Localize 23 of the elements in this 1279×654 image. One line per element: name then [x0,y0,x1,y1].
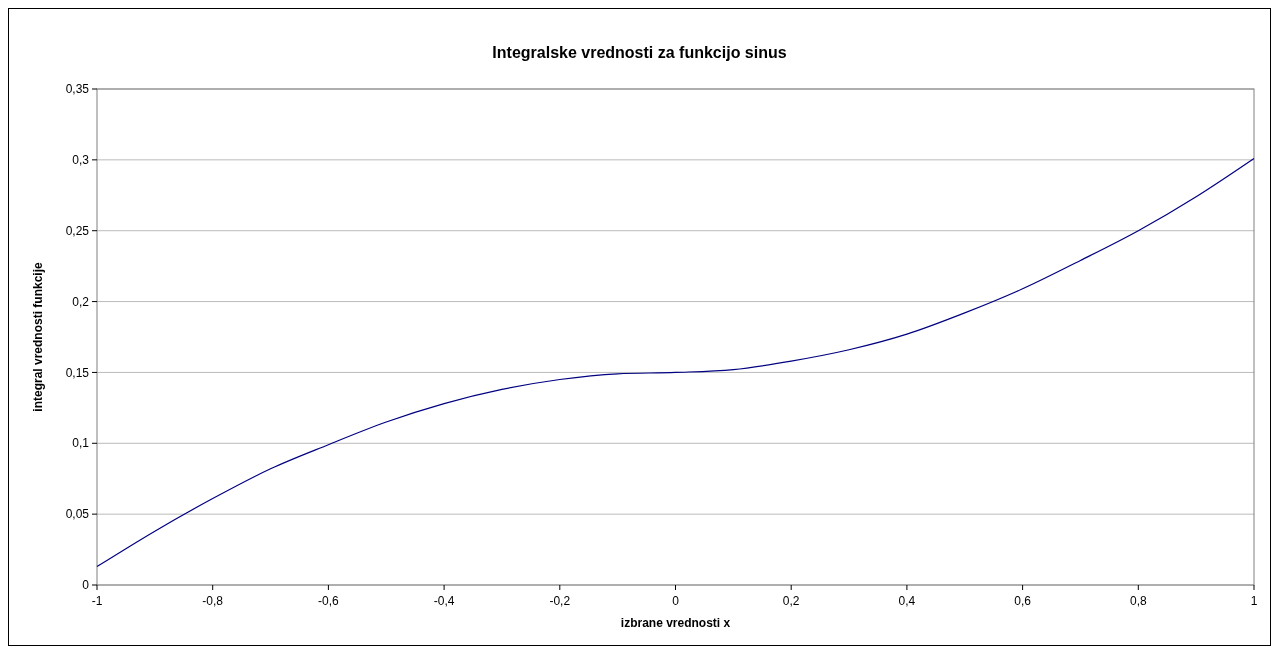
y-tick-label: 0,1 [72,436,90,451]
x-tick-label: -1 [91,594,103,608]
x-tick-label: 0,8 [1129,594,1147,608]
y-tick-label: 0,3 [72,153,90,168]
x-tick-label: 0,2 [782,594,800,608]
y-tick-label: 0,15 [65,365,90,380]
x-tick-label: -0,4 [433,594,455,608]
y-tick-label: 0 [82,578,90,593]
y-tick-label: 0,25 [65,223,90,238]
y-axis-title: integral vrednosti funkcije [31,261,45,412]
x-tick-label: 1 [1250,594,1258,608]
y-tick-label: 0,35 [65,82,90,97]
x-tick-label: 0 [672,594,680,608]
x-tick-label: -0,2 [549,594,571,608]
x-tick-label: 0,6 [1014,594,1032,608]
x-tick-label: -0,8 [202,594,224,608]
x-axis-title: izbrane vrednosti x [620,616,731,630]
y-tick-label: 0,05 [65,507,90,522]
x-tick-label: 0,4 [898,594,916,608]
line-series [96,157,1255,568]
x-tick-label: -0,6 [318,594,340,608]
chart-title: Integralske vrednosti za funkcijo sinus [492,44,787,61]
y-tick-label: 0,2 [72,294,90,309]
